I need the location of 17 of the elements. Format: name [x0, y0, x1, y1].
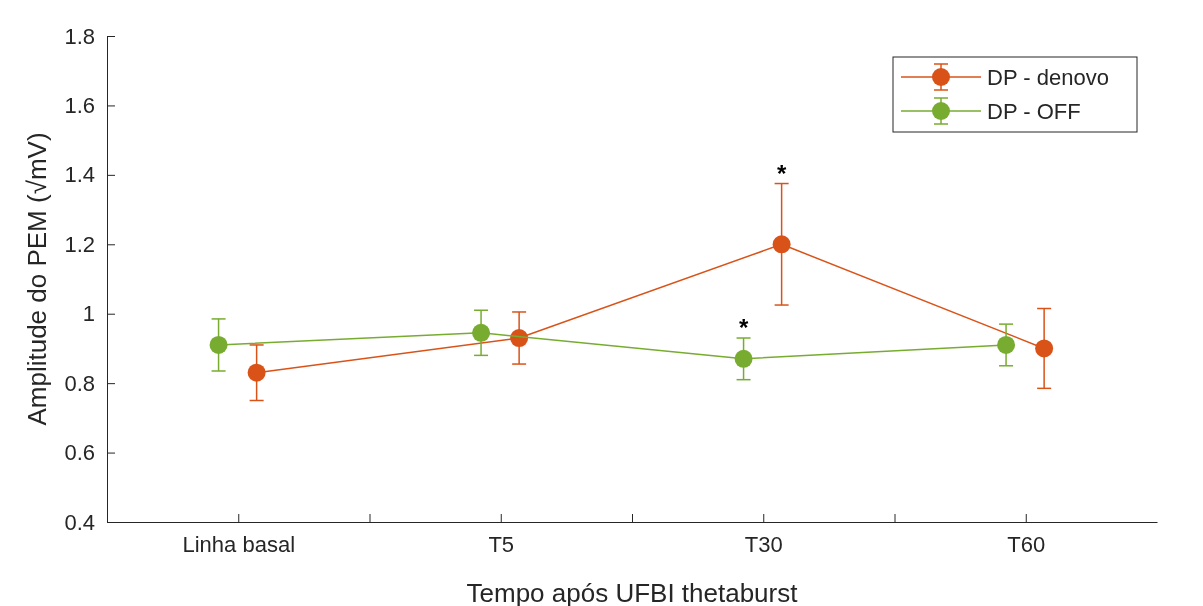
y-tick-label: 0.6 — [64, 440, 95, 466]
x-tick-label: T60 — [1007, 531, 1046, 557]
x-tick-label: Linha basal — [182, 531, 296, 557]
y-tick-label: 1 — [82, 301, 95, 327]
legend-label: DP - denovo — [987, 65, 1109, 90]
annotation: * — [776, 159, 787, 187]
y-tick-label: 1.2 — [64, 231, 95, 257]
y-tick-label: 1.4 — [64, 162, 95, 188]
y-tick-label: 1.6 — [64, 92, 95, 118]
legend-label: DP - OFF — [987, 99, 1081, 124]
y-axis-title: Amplitude do PEM (√mV) — [22, 132, 52, 426]
x-tick-label: T30 — [744, 531, 783, 557]
y-tick-label: 0.4 — [64, 509, 95, 535]
y-tick-label: 1.8 — [64, 23, 95, 49]
x-tick-label: T5 — [488, 531, 515, 557]
y-tick-label: 0.8 — [64, 370, 95, 396]
annotation: * — [738, 314, 749, 342]
